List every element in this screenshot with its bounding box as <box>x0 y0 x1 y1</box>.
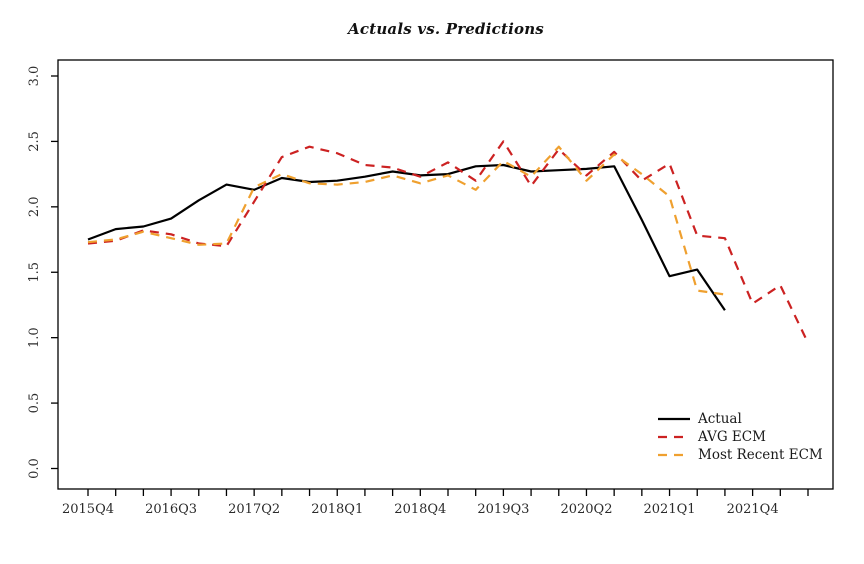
series-avg-ecm-line <box>87 140 809 344</box>
x-axis: 2015Q4 2016Q3 2017Q2 2018Q1 2018Q4 2019Q3 2020… <box>62 489 809 517</box>
legend: Actual AVG ECM Most Recent ECM <box>658 411 823 463</box>
x-tick-label: 2021Q1 <box>644 502 696 517</box>
x-tick-label: 2015Q4 <box>62 502 114 517</box>
x-tick-label: 2016Q3 <box>145 502 197 517</box>
y-axis: 0.0 0.5 1.0 1.5 2.0 2.5 3.0 <box>27 66 58 479</box>
x-tick-label: 2019Q3 <box>477 502 529 517</box>
y-tick-label: 2.0 <box>27 196 42 217</box>
legend-item: AVG ECM <box>658 429 766 445</box>
plot-frame <box>57 59 834 490</box>
legend-item: Actual <box>658 411 742 427</box>
series-most-recent-ecm-line <box>87 145 726 296</box>
x-tick-label: 2020Q2 <box>560 502 612 517</box>
legend-item: Most Recent ECM <box>658 447 823 463</box>
legend-label: Actual <box>697 411 742 427</box>
chart-title: Actuals vs. Predictions <box>348 20 544 38</box>
series-actual-line <box>87 163 726 311</box>
x-tick-label: 2018Q4 <box>394 502 446 517</box>
y-tick-label: 3.0 <box>27 66 42 87</box>
legend-label: AVG ECM <box>697 429 766 445</box>
y-tick-label: 0.5 <box>27 393 42 414</box>
legend-label: Most Recent ECM <box>698 447 823 463</box>
y-tick-label: 1.5 <box>27 262 42 283</box>
x-tick-label: 2017Q2 <box>228 502 280 517</box>
x-tick-label: 2018Q1 <box>311 502 363 517</box>
y-tick-label: 1.0 <box>27 327 42 348</box>
y-tick-label: 0.0 <box>27 458 42 479</box>
x-tick-label: 2021Q4 <box>727 502 779 517</box>
y-tick-label: 2.5 <box>27 131 42 152</box>
